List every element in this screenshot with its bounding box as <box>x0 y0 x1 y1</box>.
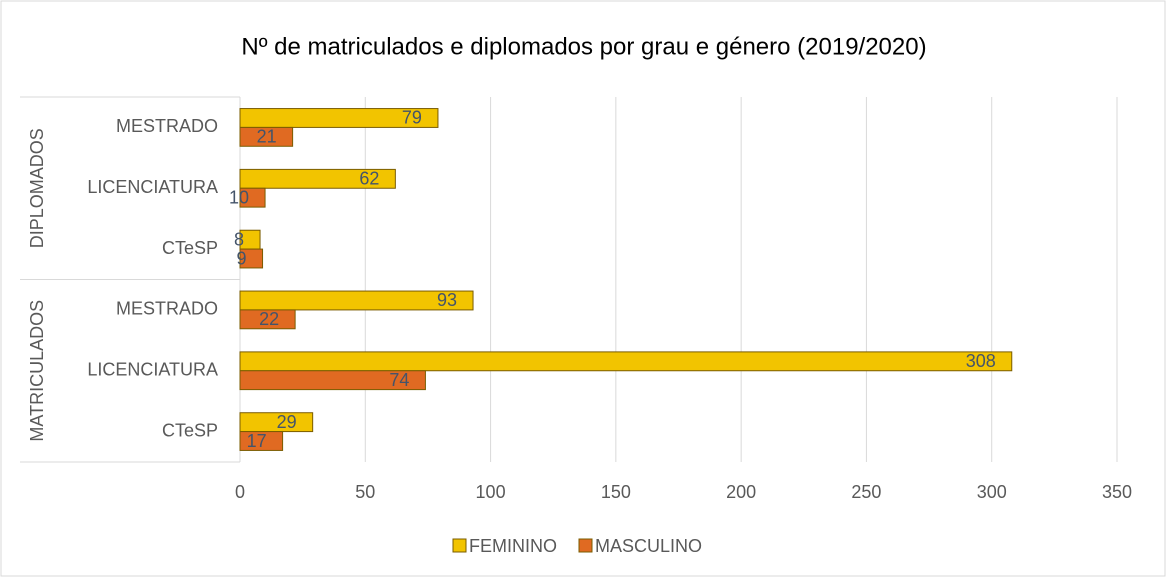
data-label: 29 <box>277 412 297 432</box>
x-tick-label: 250 <box>851 482 881 502</box>
bar <box>239 248 264 269</box>
data-label: 21 <box>257 127 277 147</box>
bar <box>239 290 474 311</box>
x-tick-label: 0 <box>235 482 245 502</box>
data-label: 10 <box>229 187 249 207</box>
x-tick-label: 50 <box>355 482 375 502</box>
bar <box>239 108 439 128</box>
legend-swatch <box>452 538 467 553</box>
bar <box>239 187 266 208</box>
data-label: 79 <box>402 108 422 128</box>
bar <box>239 126 294 147</box>
data-label: 9 <box>237 248 247 268</box>
data-label: 93 <box>437 290 457 310</box>
y-tick-label: CTeSP <box>162 420 218 440</box>
bar <box>239 431 284 451</box>
legend-label: MASCULINO <box>595 536 702 556</box>
bar <box>239 168 396 189</box>
bar <box>239 351 1013 372</box>
group-label: MATRICULADOS <box>27 300 47 442</box>
group-label: DIPLOMADOS <box>27 128 47 248</box>
data-label: 22 <box>259 309 279 329</box>
x-tick-label: 300 <box>977 482 1007 502</box>
legend-label: FEMININO <box>469 536 557 556</box>
data-label: 74 <box>389 370 409 390</box>
x-tick-label: 150 <box>601 482 631 502</box>
y-tick-label: MESTRADO <box>116 299 218 319</box>
bar <box>239 309 296 330</box>
y-tick-label: LICENCIATURA <box>87 177 218 197</box>
x-tick-label: 350 <box>1102 482 1132 502</box>
data-label: 308 <box>966 351 996 371</box>
y-tick-label: LICENCIATURA <box>87 360 218 380</box>
bar <box>239 370 426 391</box>
x-tick-label: 200 <box>726 482 756 502</box>
y-tick-label: CTeSP <box>162 238 218 258</box>
chart-title: Nº de matriculados e diplomados por grau… <box>241 33 926 60</box>
legend-swatch <box>578 538 593 553</box>
data-label: 17 <box>247 431 267 451</box>
y-tick-label: MESTRADO <box>116 116 218 136</box>
data-label: 62 <box>359 169 379 189</box>
data-label: 8 <box>234 229 244 249</box>
x-tick-label: 100 <box>476 482 506 502</box>
